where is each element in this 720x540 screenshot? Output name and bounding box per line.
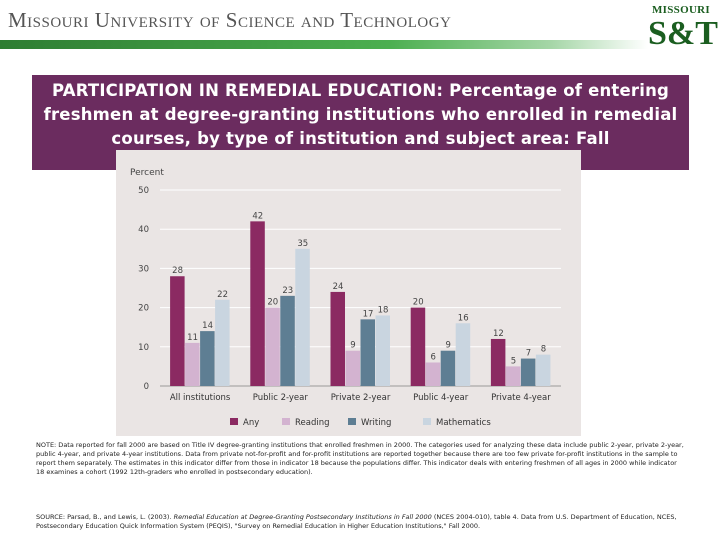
- university-logo: MISSOURI S&T: [648, 4, 718, 60]
- data-label: 20: [267, 298, 278, 308]
- y-axis-label: Percent: [130, 168, 164, 178]
- x-tick-label: Public 4-year: [413, 393, 469, 403]
- bar: [200, 331, 215, 386]
- x-tick-label: All institutions: [170, 393, 231, 403]
- bar: [215, 299, 230, 386]
- x-tick-label: Private 2-year: [331, 393, 391, 403]
- legend-label: Writing: [361, 418, 391, 428]
- data-label: 5: [511, 356, 516, 366]
- chart-source: SOURCE: Parsad, B., and Lewis, L. (2003)…: [36, 513, 686, 531]
- bar: [345, 350, 360, 386]
- data-label: 16: [458, 313, 469, 323]
- data-label: 7: [526, 349, 531, 359]
- bar: [455, 323, 471, 386]
- data-label: 12: [493, 329, 504, 339]
- university-name: Missouri University of Science and Techn…: [8, 8, 452, 32]
- legend-label: Mathematics: [436, 418, 491, 428]
- bar: [425, 362, 441, 386]
- y-tick-label: 20: [138, 304, 149, 314]
- y-tick-label: 40: [138, 225, 149, 235]
- bar: [250, 221, 265, 386]
- source-title: Remedial Education at Degree-Granting Po…: [173, 513, 432, 521]
- chart-note: NOTE: Data reported for fall 2000 are ba…: [36, 441, 684, 476]
- data-label: 11: [187, 333, 198, 343]
- data-label: 9: [350, 341, 355, 351]
- bar: [185, 342, 200, 386]
- data-label: 17: [363, 309, 374, 319]
- y-tick-label: 50: [138, 186, 149, 196]
- legend-swatch: [423, 418, 431, 425]
- data-label: 42: [252, 211, 263, 221]
- bar: [375, 315, 390, 386]
- data-label: 18: [378, 305, 389, 315]
- legend-swatch: [348, 418, 356, 425]
- data-label: 6: [430, 352, 435, 362]
- legend-label: Reading: [295, 418, 330, 428]
- data-label: 8: [541, 345, 546, 355]
- data-label: 24: [333, 282, 344, 292]
- bar: [535, 354, 551, 386]
- data-label: 22: [217, 290, 228, 300]
- header: Missouri University of Science and Techn…: [0, 0, 720, 62]
- logo-top-text: MISSOURI: [651, 4, 711, 16]
- data-label: 14: [202, 321, 213, 331]
- legend-label: Any: [243, 418, 259, 428]
- bar: [295, 248, 310, 386]
- bar: [265, 307, 280, 386]
- source-prefix: SOURCE: Parsad, B., and Lewis, L. (2003)…: [36, 513, 174, 521]
- chart-panel: Percent 0 10 20 30 40 50 28 11 14 22 All institutio…: [116, 150, 581, 436]
- bar: [280, 295, 295, 386]
- y-tick-label: 30: [138, 264, 149, 274]
- bar: [360, 319, 375, 386]
- bar: [520, 358, 536, 386]
- data-label: 23: [282, 286, 293, 296]
- bar: [440, 350, 456, 386]
- data-label: 28: [172, 266, 183, 276]
- data-label: 9: [445, 341, 450, 351]
- bar: [410, 307, 426, 386]
- bar: [170, 276, 185, 386]
- data-label: 35: [297, 239, 308, 249]
- y-tick-label: 10: [138, 343, 149, 353]
- bar: [490, 338, 506, 386]
- y-tick-label: 0: [144, 382, 149, 392]
- header-stripe: [0, 40, 648, 49]
- source-suffix: (NCES 2004-010), table 4. Data from U.S.…: [36, 513, 677, 530]
- bar: [330, 291, 345, 386]
- bar-chart: Percent 0 10 20 30 40 50 28 11 14 22 All institutio…: [130, 168, 561, 428]
- x-tick-label: Public 2-year: [253, 393, 309, 403]
- data-label: 20: [413, 298, 424, 308]
- x-tick-label: Private 4-year: [491, 393, 551, 403]
- legend-swatch: [230, 418, 238, 425]
- bar: [505, 366, 521, 386]
- logo-main-text: S&T: [648, 15, 718, 52]
- legend-swatch: [282, 418, 290, 425]
